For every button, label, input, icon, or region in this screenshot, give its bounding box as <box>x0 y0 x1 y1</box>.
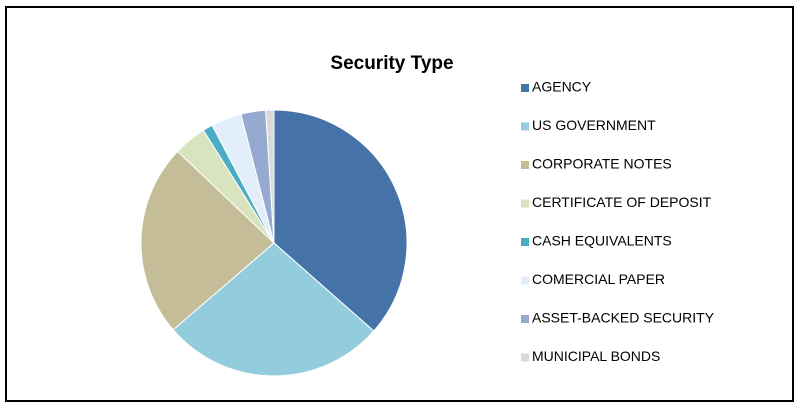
legend-swatch <box>521 122 529 131</box>
legend-swatch <box>521 276 529 285</box>
legend: AGENCY US GOVERNMENT CORPORATE NOTES CERTIF… <box>521 79 715 364</box>
legend-label: AGENCY <box>532 79 592 95</box>
legend-swatch <box>521 161 529 169</box>
legend-label: CORPORATE NOTES <box>532 156 672 172</box>
legend-label: ASSET-BACKED SECURITY <box>532 310 715 326</box>
pie-slice <box>140 150 275 331</box>
legend-label: CERTIFICATE OF DEPOSIT <box>532 194 712 210</box>
legend-swatch <box>521 353 529 362</box>
legend-label: CASH EQUIVALENTS <box>532 233 672 249</box>
legend-label: COMERCIAL PAPER <box>532 271 665 287</box>
legend-swatch <box>521 84 529 92</box>
pie-slice <box>172 242 375 377</box>
pie <box>140 109 408 377</box>
legend-label: MUNICIPAL BONDS <box>532 348 660 364</box>
legend-swatch <box>521 199 529 208</box>
chart-title: Security Type <box>330 53 453 74</box>
legend-swatch <box>521 238 529 246</box>
pie-slice <box>265 109 275 244</box>
legend-label: US GOVERNMENT <box>532 117 656 133</box>
legend-swatch <box>521 315 529 323</box>
pie-slice <box>273 109 408 332</box>
